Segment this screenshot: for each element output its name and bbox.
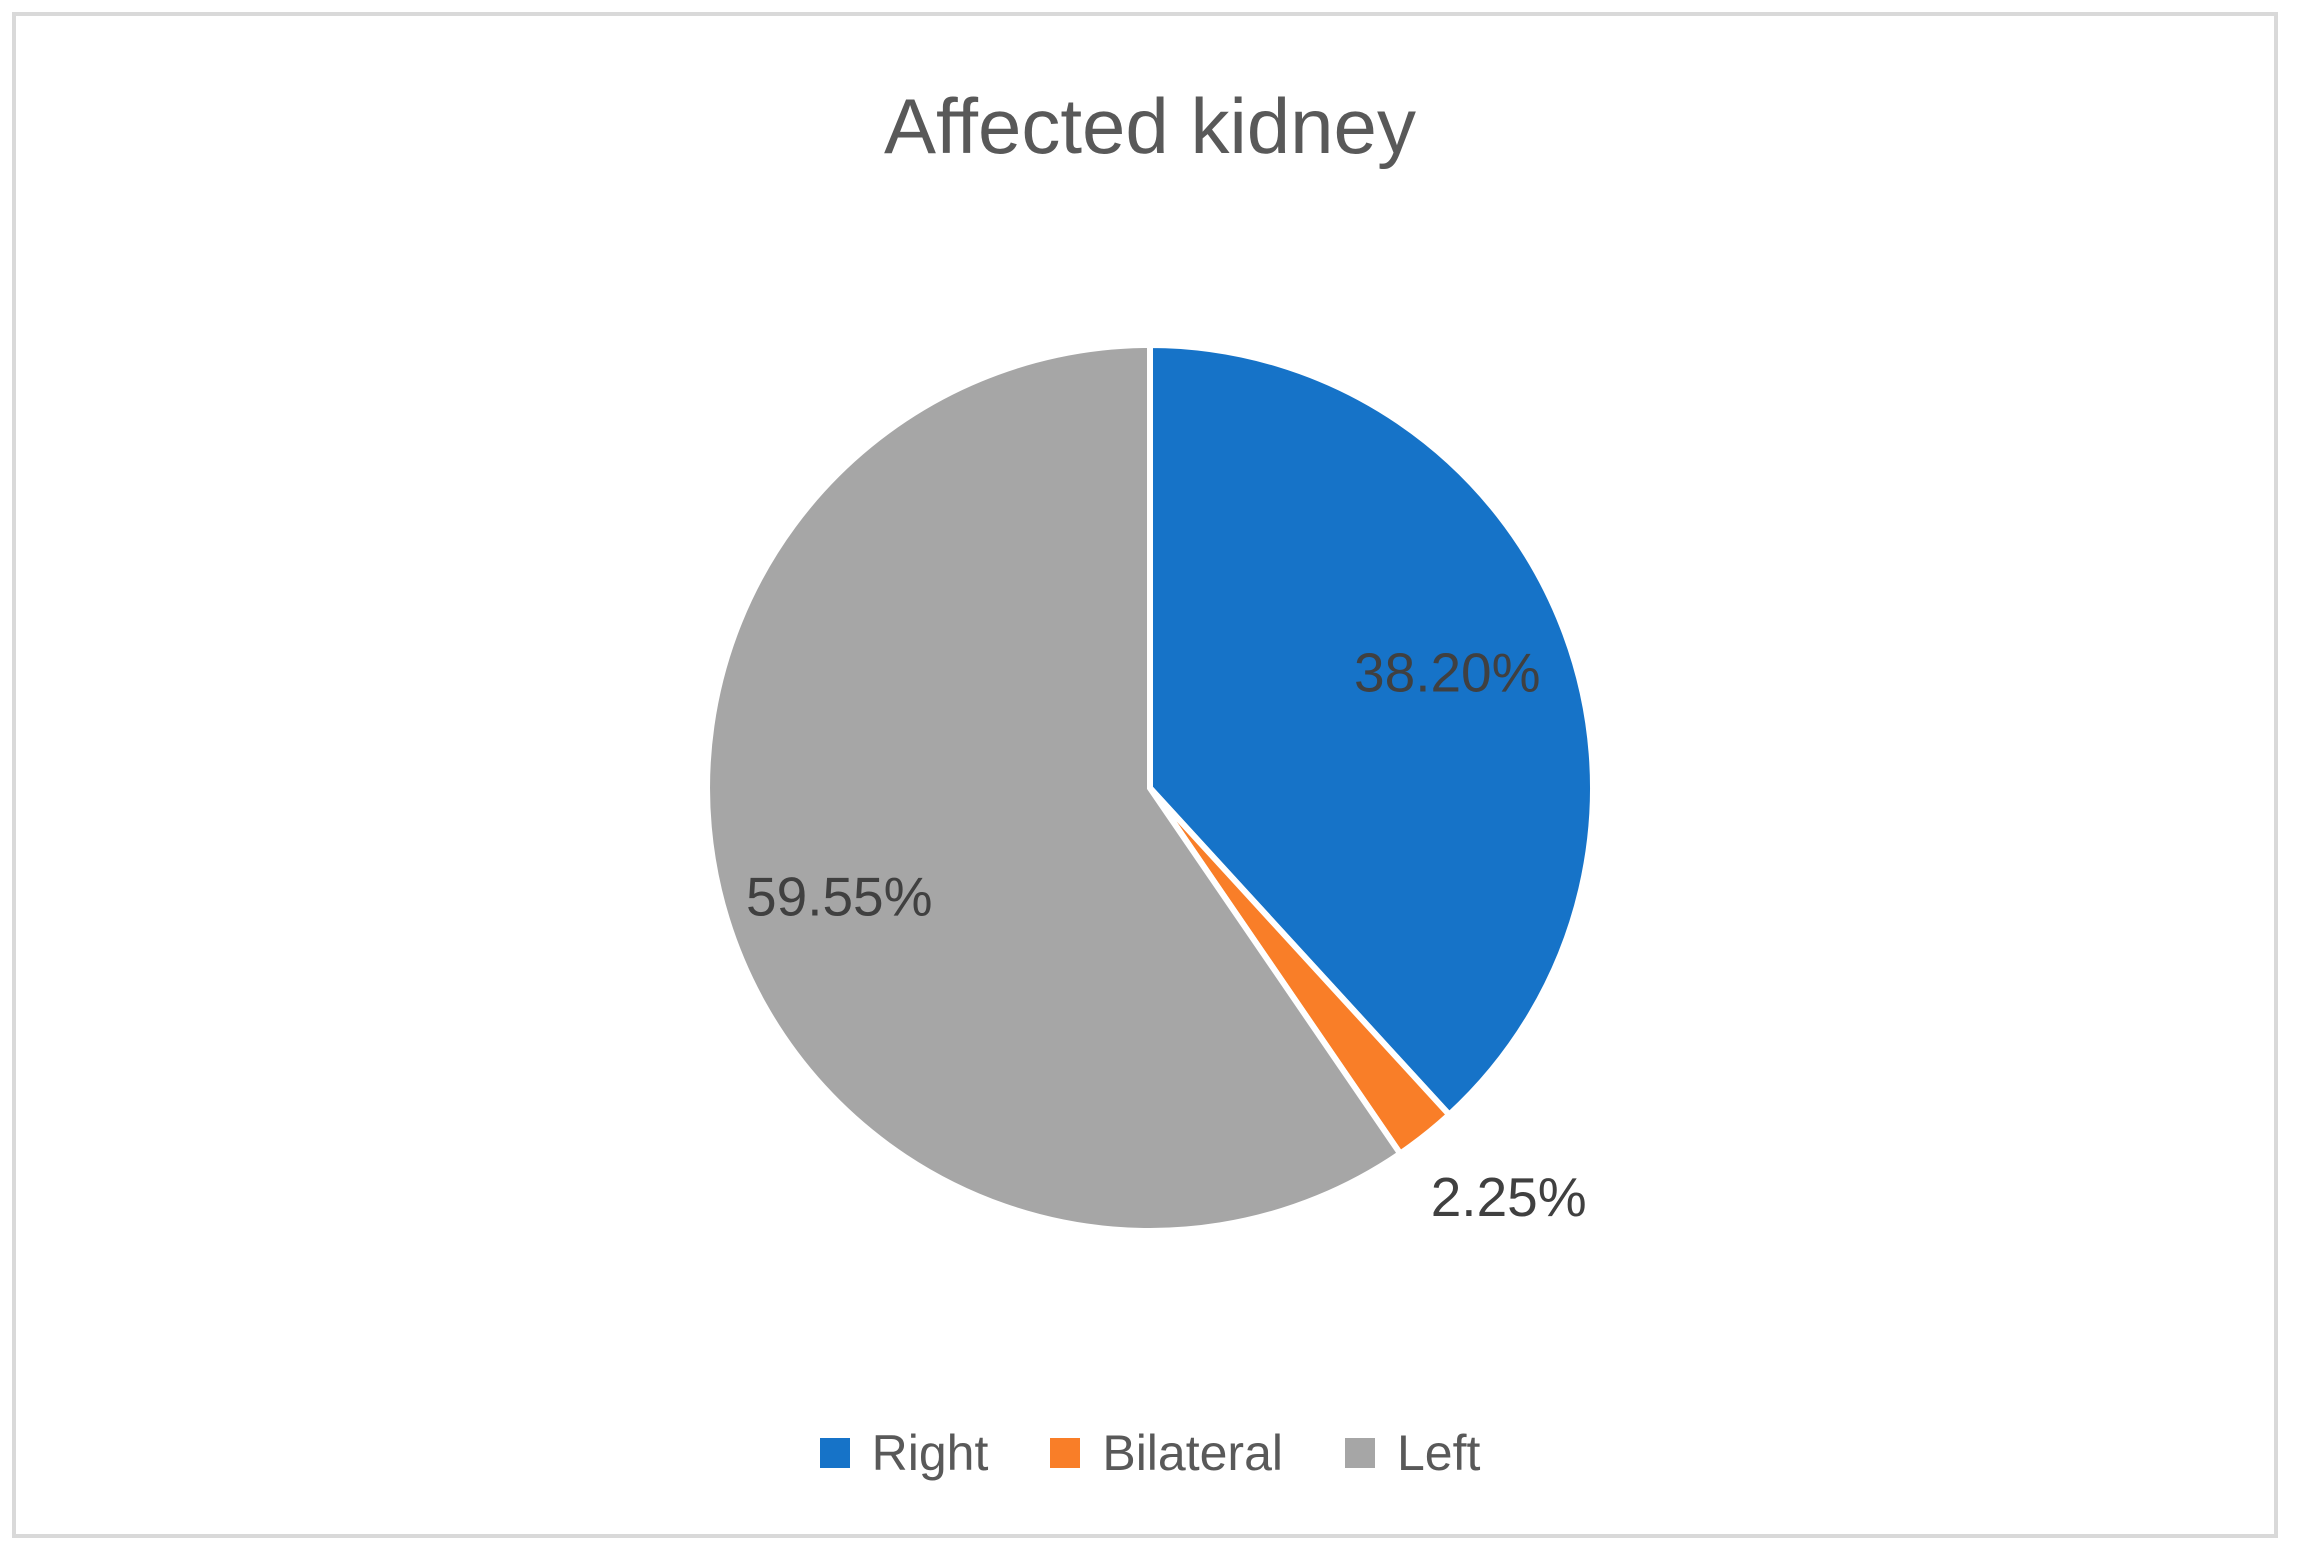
legend-label-bilateral: Bilateral [1102, 1425, 1283, 1481]
legend-swatch-bilateral-icon [1050, 1438, 1081, 1468]
legend-swatch-right-icon [819, 1438, 850, 1468]
legend-swatch-left-icon [1344, 1438, 1375, 1468]
slice-label-bilateral: 2.25% [1431, 1166, 1587, 1228]
slice-label-left: 59.55% [746, 865, 933, 927]
chart-title: Affected kidney [884, 82, 1416, 170]
chart-legend: Right Bilateral Left [0, 1428, 2300, 1478]
legend-item-left: Left [1344, 1425, 1481, 1481]
slice-label-right: 38.20% [1354, 641, 1541, 703]
pie-slice-right [1147, 341, 1597, 1119]
legend-item-bilateral: Bilateral [1050, 1428, 1283, 1478]
pie-slice-left [704, 341, 1405, 1234]
legend-label-left: Left [1396, 1425, 1481, 1481]
legend-label-right: Right [871, 1425, 989, 1481]
legend-item-right: Right [819, 1425, 989, 1481]
